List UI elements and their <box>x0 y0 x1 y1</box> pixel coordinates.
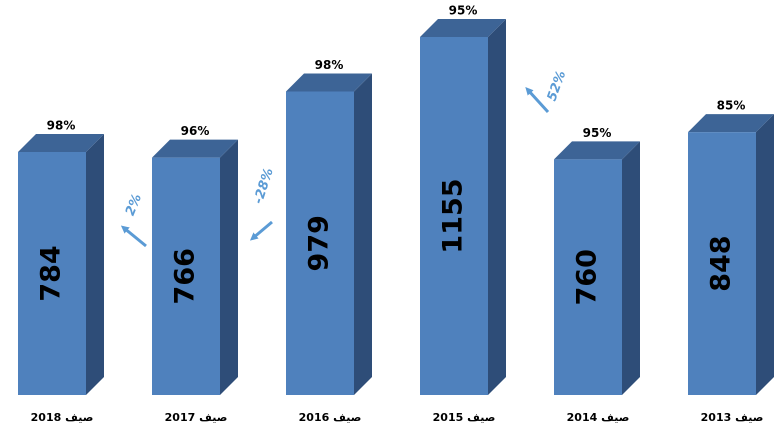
bar-side <box>86 133 104 395</box>
bar-top <box>554 141 640 160</box>
bar-front <box>688 132 756 395</box>
bar <box>420 19 506 395</box>
x-tick-label: صيف 2016 <box>299 411 362 424</box>
top-label: 96% <box>181 124 210 138</box>
top-label: 98% <box>47 118 76 132</box>
x-tick-label: صيف 2015 <box>433 411 496 424</box>
value-label: 784 <box>36 245 67 301</box>
change-label: -28% <box>251 166 277 205</box>
bar <box>554 141 640 395</box>
top-label: 85% <box>717 99 746 113</box>
bar <box>688 114 774 395</box>
top-label: 95% <box>583 126 612 140</box>
bar-front <box>18 151 86 395</box>
bar-front <box>152 157 220 395</box>
x-tick-label: صيف 2014 <box>567 411 630 424</box>
bar-side <box>354 73 372 396</box>
arrow <box>525 87 550 114</box>
bar-side <box>220 139 238 395</box>
value-label: 760 <box>572 249 603 305</box>
x-tick-label: صيف 2013 <box>701 411 764 424</box>
value-label: 848 <box>706 235 737 291</box>
arrow <box>249 220 273 241</box>
bar <box>286 73 372 396</box>
top-label: 95% <box>449 4 478 18</box>
change-label: 2% <box>123 192 145 218</box>
value-label: 766 <box>170 248 201 304</box>
x-tick-label: صيف 2017 <box>165 411 228 424</box>
bar-top <box>286 73 372 92</box>
bar-side <box>488 19 506 395</box>
value-label: 1155 <box>438 178 469 253</box>
bar-front <box>420 37 488 395</box>
top-label: 98% <box>315 58 344 72</box>
bar-top <box>152 139 238 158</box>
bar <box>18 133 104 395</box>
arrow <box>120 225 147 248</box>
bar <box>152 139 238 395</box>
value-label: 979 <box>304 215 335 271</box>
bar-front <box>286 91 354 396</box>
x-tick-label: صيف 2018 <box>31 411 94 424</box>
bar-top <box>420 19 506 37</box>
bar-front <box>554 159 622 395</box>
bar-top <box>688 114 774 133</box>
change-label: 52% <box>545 69 570 103</box>
bar-side <box>622 141 640 395</box>
bar-top <box>18 133 104 152</box>
bar-side <box>756 114 774 395</box>
